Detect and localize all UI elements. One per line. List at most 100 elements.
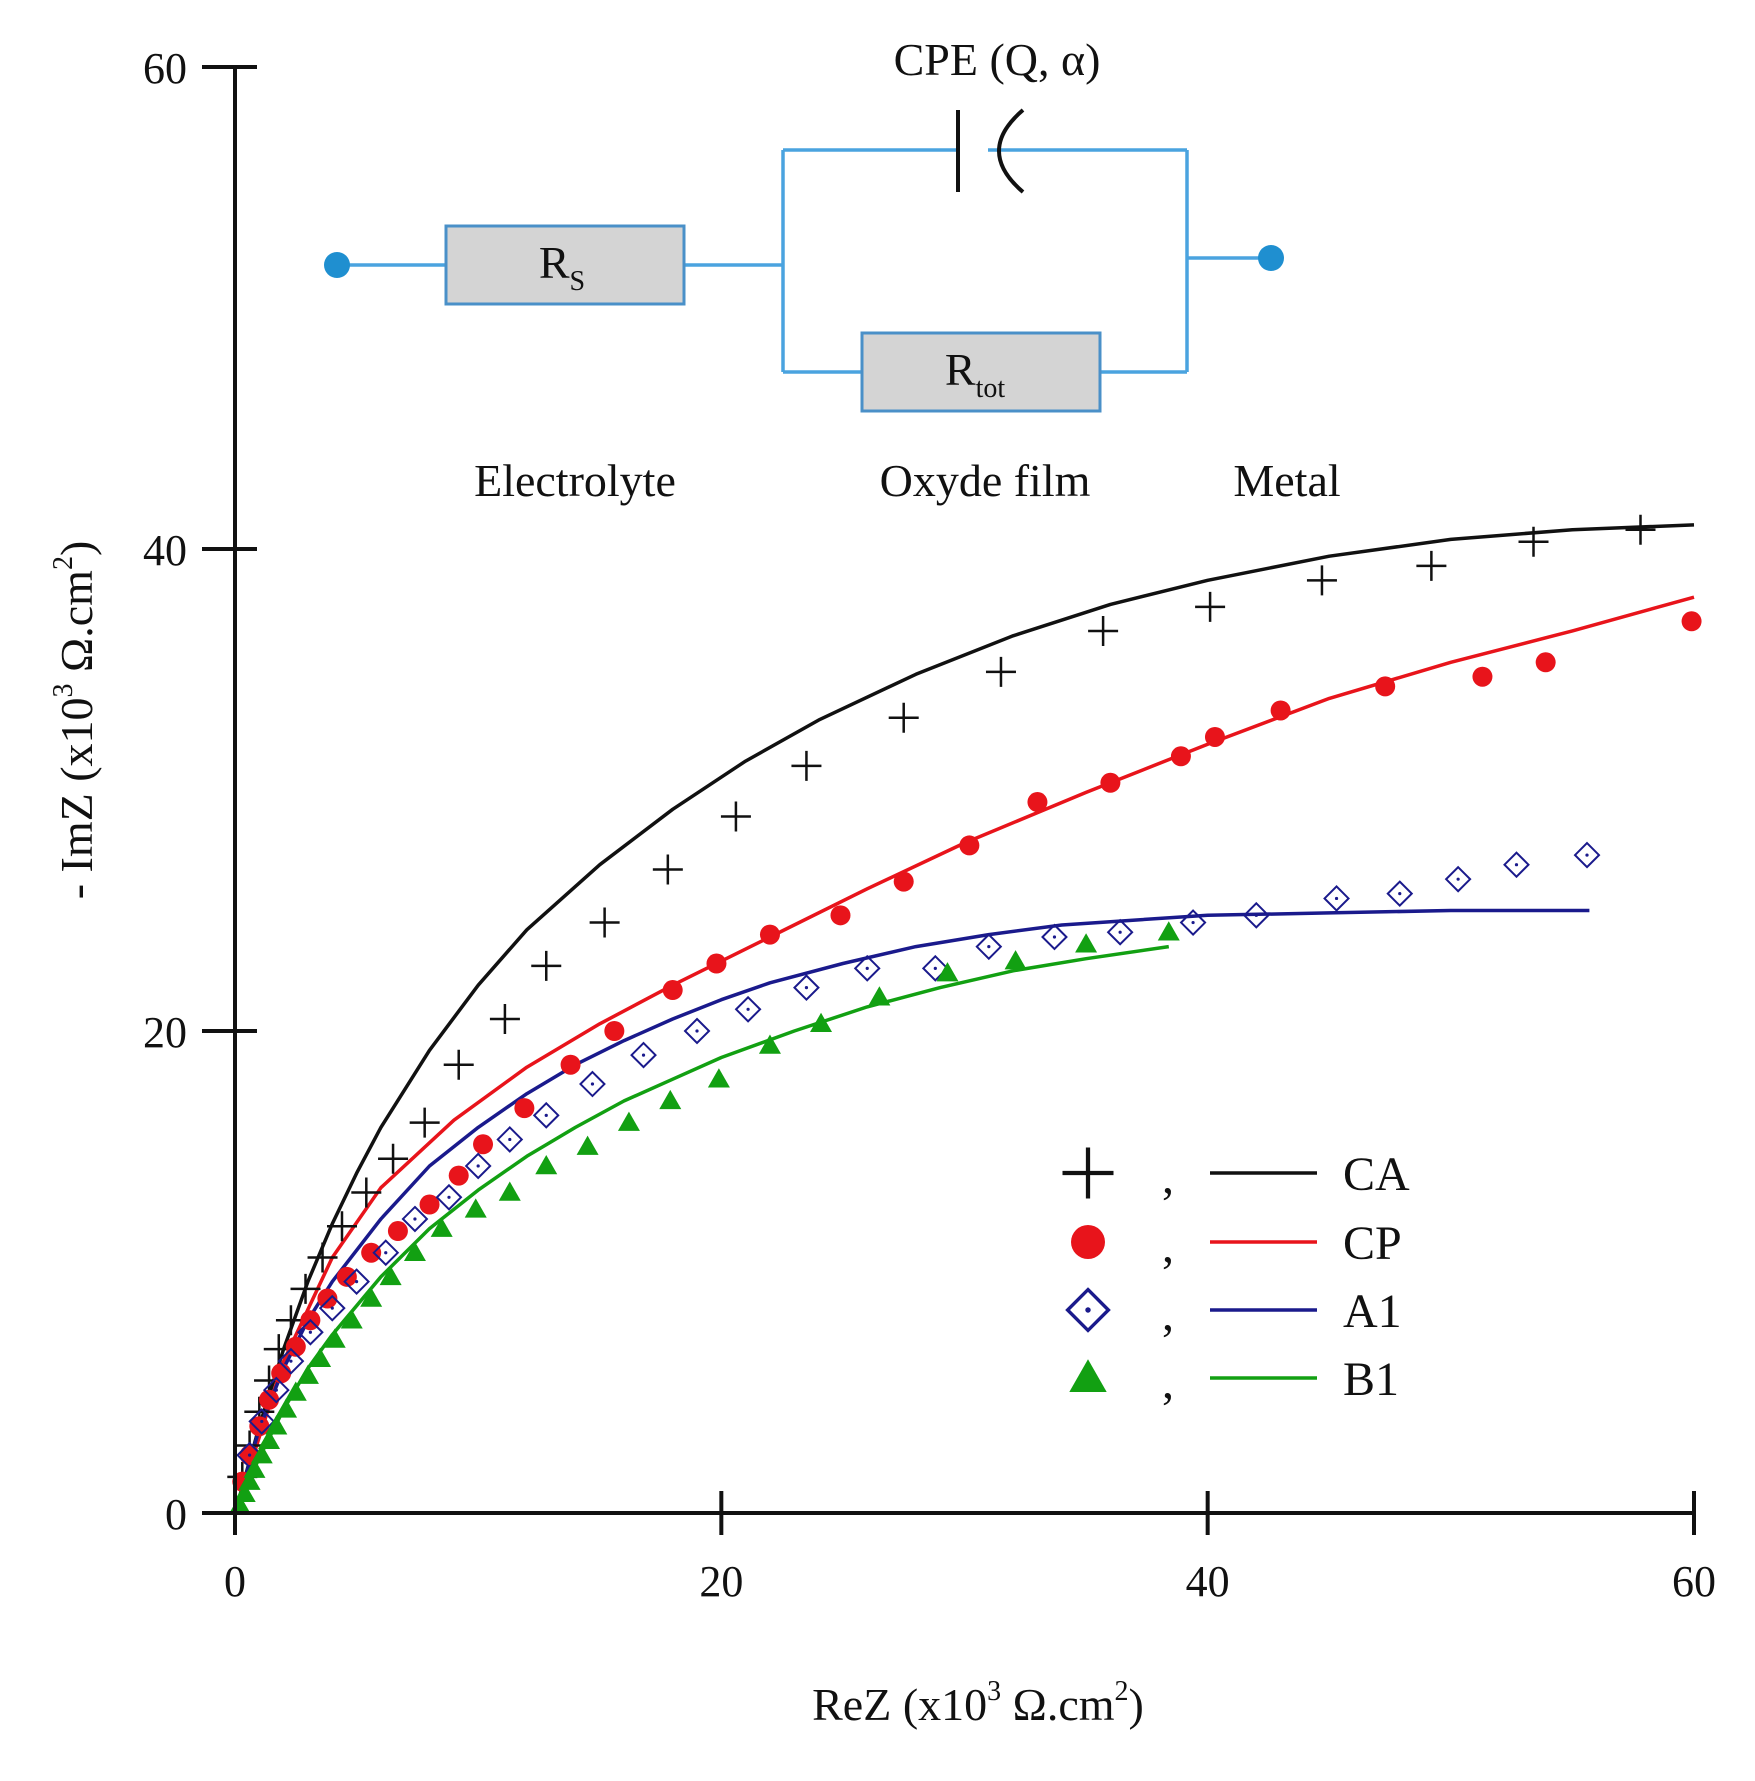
y-tick-label: 0 — [165, 1490, 187, 1539]
data-point-cp — [1681, 611, 1702, 632]
data-point-cp — [448, 1165, 469, 1186]
data-point-a1-outline — [401, 1205, 429, 1233]
y-tick-label: 20 — [143, 1008, 187, 1057]
fit-line-a1 — [233, 908, 1590, 1514]
data-point-a1 — [1503, 851, 1530, 879]
data-point-b1 — [309, 1347, 332, 1368]
data-point-b1 — [258, 1429, 281, 1449]
legend-marker-cp — [1071, 1225, 1105, 1259]
data-point-a1-outline — [683, 1017, 711, 1045]
data-point-b1 — [430, 1217, 453, 1237]
data-point-a1-dot — [641, 1053, 646, 1057]
data-point-cp — [959, 835, 980, 856]
series-cp-points — [232, 611, 1702, 1492]
data-point-a1 — [630, 1041, 657, 1069]
data-point-a1-outline — [793, 974, 820, 1002]
data-point-ca — [1416, 550, 1447, 581]
rs-label-sub: S — [570, 266, 586, 297]
data-point-cp — [1472, 666, 1493, 687]
data-point-b1 — [340, 1309, 363, 1329]
data-point-a1-outline — [496, 1126, 524, 1153]
data-point-a1 — [1323, 885, 1350, 912]
legend-separator: , — [1162, 1288, 1174, 1341]
data-point-a1 — [401, 1205, 429, 1233]
data-point-a1 — [1106, 918, 1134, 946]
series-a1-points — [236, 841, 1601, 1469]
x-tick-label: 60 — [1672, 1557, 1716, 1606]
y-tick-label: 40 — [143, 526, 187, 575]
data-point-a1-dot — [590, 1082, 595, 1086]
data-point-ca — [489, 1003, 520, 1034]
data-point-a1-dot — [1585, 853, 1589, 857]
data-point-b1 — [758, 1034, 781, 1054]
data-point-b1 — [1157, 921, 1180, 941]
data-point-ca — [888, 702, 919, 733]
y-tick-label: 60 — [143, 44, 187, 93]
data-point-b1 — [360, 1287, 383, 1307]
data-point-a1 — [921, 954, 949, 982]
data-point-b1 — [265, 1415, 288, 1435]
data-point-a1-outline — [1242, 901, 1270, 929]
legend-separator: , — [1162, 1220, 1174, 1273]
data-point-b1 — [810, 1012, 833, 1033]
data-point-cp — [473, 1134, 494, 1155]
data-point-b1 — [936, 962, 959, 982]
data-point-a1 — [248, 1408, 276, 1435]
data-point-cp — [604, 1021, 625, 1041]
legend-label-b1: B1 — [1343, 1353, 1399, 1406]
data-point-a1-dot — [476, 1164, 480, 1168]
data-point-a1 — [683, 1017, 711, 1045]
data-point-b1 — [284, 1381, 307, 1401]
x-tick-label: 40 — [1186, 1557, 1230, 1606]
data-point-cp — [830, 905, 851, 926]
data-point-b1 — [250, 1444, 273, 1464]
data-point-cp — [361, 1242, 382, 1263]
x-axis-title-post: ) — [1129, 1679, 1144, 1730]
data-point-a1-dot — [695, 1029, 699, 1033]
data-point-ca — [378, 1143, 409, 1174]
data-point-a1-dot — [933, 966, 937, 970]
data-point-ca — [985, 656, 1016, 687]
data-point-a1-outline — [579, 1070, 606, 1098]
data-point-a1-dot — [1052, 935, 1057, 939]
data-point-a1-outline — [734, 995, 762, 1023]
legend-marker-ca — [1062, 1147, 1114, 1199]
data-point-cp — [1100, 772, 1121, 793]
data-point-b1 — [238, 1470, 261, 1490]
data-point-a1-dot — [447, 1195, 451, 1199]
data-point-a1-outline — [1386, 880, 1414, 908]
data-point-cp — [387, 1221, 408, 1242]
data-point-a1 — [464, 1152, 492, 1180]
cpe-label: CPE (Q, α) — [894, 34, 1101, 85]
data-point-a1-outline — [1041, 923, 1068, 951]
data-point-a1-outline — [1444, 865, 1472, 893]
data-point-ca — [720, 801, 751, 832]
data-point-a1 — [793, 974, 820, 1002]
data-point-b1 — [464, 1198, 487, 1218]
data-point-cp — [1027, 792, 1048, 813]
x-axis-title-exp1: 3 — [987, 1676, 1001, 1707]
data-point-ca — [1195, 591, 1226, 622]
y-axis-title-mid: Ω.cm — [51, 570, 102, 684]
y-axis-title-pre: - ImZ (x10 — [51, 697, 102, 899]
series-b1-points — [228, 921, 1180, 1515]
x-axis-title-mid: Ω.cm — [1001, 1679, 1115, 1730]
data-point-cp — [759, 924, 780, 945]
y-axis-title-exp1: 3 — [48, 683, 79, 697]
data-point-ca — [791, 750, 822, 781]
data-point-cp — [317, 1288, 338, 1309]
x-axis-title: ReZ (x103 Ω.cm2) — [812, 1676, 1144, 1730]
rtot-label-main: R — [945, 344, 976, 395]
data-point-ca — [409, 1107, 440, 1138]
data-point-a1 — [318, 1294, 346, 1322]
data-point-a1 — [734, 995, 762, 1023]
data-point-a1-dot — [1398, 892, 1402, 896]
data-point-a1-outline — [853, 954, 881, 982]
data-point-b1 — [868, 986, 891, 1006]
data-point-b1 — [233, 1482, 256, 1502]
equivalent-circuit: CPE (Q, α) RS Rtot Electrolyte Oxyde fil… — [324, 34, 1341, 506]
data-point-cp — [1535, 652, 1556, 673]
data-point-cp — [1170, 746, 1191, 767]
data-point-b1 — [1004, 950, 1027, 970]
data-point-a1-outline — [372, 1239, 400, 1267]
